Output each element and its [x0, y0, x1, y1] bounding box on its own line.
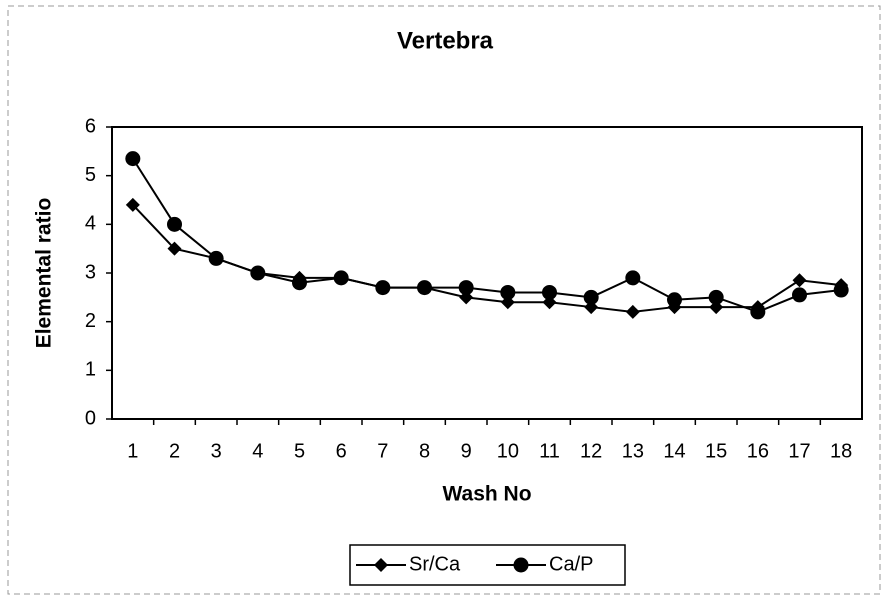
x-tick-label: 17 — [788, 440, 810, 462]
y-tick-label: 6 — [85, 115, 96, 137]
x-tick-label: 1 — [127, 440, 138, 462]
point — [250, 265, 266, 281]
x-tick-label: 13 — [622, 440, 644, 462]
point — [792, 273, 807, 288]
y-tick-label: 2 — [85, 310, 96, 332]
point — [708, 289, 724, 305]
x-tick-label: 2 — [169, 440, 180, 462]
point — [292, 275, 307, 291]
point — [667, 292, 682, 308]
plot-area — [111, 126, 863, 420]
point — [833, 282, 849, 298]
point — [583, 289, 599, 305]
legend-box — [349, 544, 626, 586]
point — [375, 280, 391, 296]
x-tick-label: 9 — [461, 440, 472, 462]
x-tick-label: 16 — [747, 440, 769, 462]
x-tick-label: 5 — [294, 440, 305, 462]
point — [125, 151, 141, 167]
point — [167, 216, 182, 232]
point — [792, 287, 807, 303]
point — [333, 270, 349, 286]
y-tick-label: 4 — [85, 213, 96, 235]
y-tick-label: 0 — [85, 407, 96, 429]
x-tick-label: 10 — [497, 440, 519, 462]
x-tick-label: 12 — [580, 440, 602, 462]
point — [542, 284, 557, 300]
x-tick-label: 11 — [539, 440, 560, 462]
point — [167, 241, 182, 256]
x-tick-label: 6 — [336, 440, 347, 462]
legend-label: Ca/P — [549, 553, 593, 575]
series-line — [131, 158, 842, 314]
x-tick-label: 7 — [377, 440, 388, 462]
point — [208, 250, 224, 266]
legend-marker — [374, 558, 388, 572]
series-line — [132, 204, 842, 313]
y-tick-label: 5 — [85, 164, 96, 186]
chart-frame — [7, 5, 881, 595]
y-axis-label: Elemental ratio — [33, 198, 56, 349]
y-tick-label: 3 — [85, 261, 96, 283]
legend-marker — [513, 557, 529, 573]
x-tick-label: 8 — [419, 440, 430, 462]
point — [417, 280, 432, 296]
x-axis-label: Wash No — [442, 483, 531, 506]
legend-label: Sr/Ca — [409, 553, 461, 575]
point — [125, 197, 140, 212]
x-tick-label: 18 — [830, 440, 852, 462]
point — [750, 304, 766, 320]
point — [625, 304, 640, 319]
x-tick-label: 3 — [211, 440, 222, 462]
x-tick-label: 4 — [252, 440, 263, 462]
chart-title: Vertebra — [397, 27, 494, 54]
y-tick-label: 1 — [85, 359, 96, 381]
point — [625, 270, 641, 286]
point — [458, 280, 474, 296]
x-tick-label: 14 — [663, 440, 685, 462]
x-tick-label: 15 — [705, 440, 727, 462]
point — [500, 284, 516, 300]
